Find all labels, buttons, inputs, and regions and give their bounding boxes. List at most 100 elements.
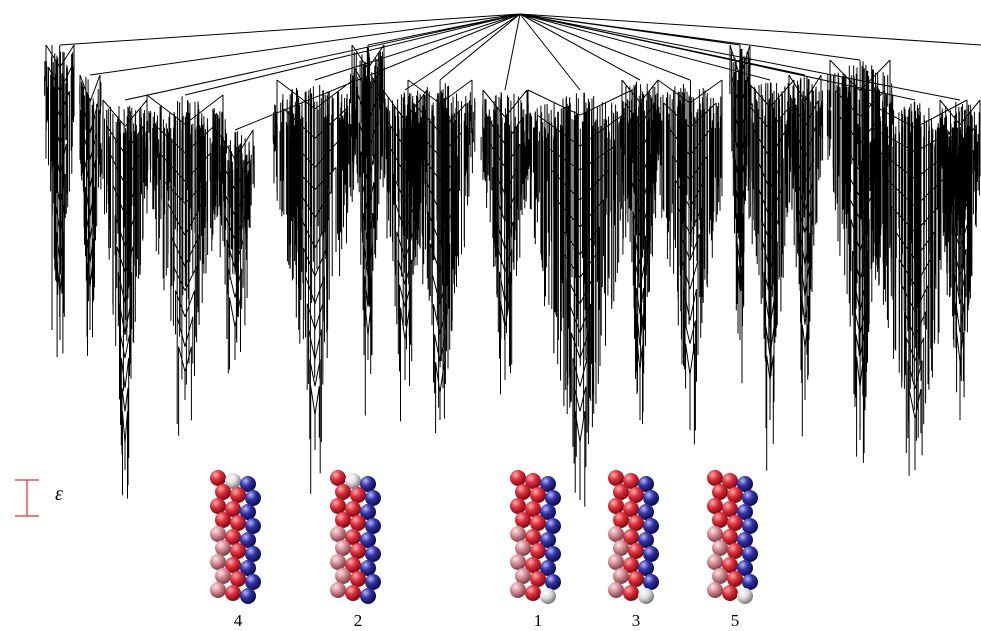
structure-label: 4 bbox=[234, 611, 243, 630]
structure: 3 bbox=[608, 470, 659, 630]
atom bbox=[643, 574, 659, 590]
atom bbox=[707, 526, 723, 542]
atom bbox=[712, 540, 728, 556]
structure: 4 bbox=[210, 470, 261, 630]
atom bbox=[540, 588, 556, 604]
atom bbox=[525, 585, 541, 601]
scale-label: ε bbox=[55, 483, 63, 505]
atom bbox=[240, 588, 256, 604]
atom bbox=[530, 487, 546, 503]
structures: 4 2 1 3 5 bbox=[210, 470, 758, 630]
atom bbox=[215, 540, 231, 556]
atom bbox=[742, 574, 758, 590]
atom bbox=[707, 470, 723, 486]
atom bbox=[623, 585, 639, 601]
atom bbox=[737, 588, 753, 604]
atom bbox=[230, 571, 246, 587]
atom bbox=[365, 518, 381, 534]
atom bbox=[515, 540, 531, 556]
atom bbox=[345, 585, 361, 601]
structure: 1 bbox=[510, 470, 561, 630]
atom bbox=[727, 571, 743, 587]
figure: ε 4 2 1 3 5 bbox=[0, 0, 981, 631]
structure-label: 5 bbox=[731, 611, 740, 630]
atom bbox=[545, 518, 561, 534]
atom bbox=[545, 546, 561, 562]
atom bbox=[707, 498, 723, 514]
atom bbox=[230, 487, 246, 503]
atom bbox=[335, 540, 351, 556]
atom bbox=[330, 526, 346, 542]
atom bbox=[350, 543, 366, 559]
atom bbox=[210, 582, 226, 598]
atom bbox=[335, 568, 351, 584]
atom bbox=[742, 490, 758, 506]
structure: 5 bbox=[707, 470, 758, 630]
atom bbox=[215, 512, 231, 528]
atom bbox=[360, 588, 376, 604]
atom bbox=[712, 568, 728, 584]
atom bbox=[515, 568, 531, 584]
atom bbox=[335, 512, 351, 528]
atom bbox=[628, 515, 644, 531]
disconnectivity-tree bbox=[45, 14, 981, 507]
structure-label: 2 bbox=[354, 611, 363, 630]
atom bbox=[210, 498, 226, 514]
atom bbox=[613, 512, 629, 528]
atom bbox=[628, 571, 644, 587]
atom bbox=[365, 546, 381, 562]
structure-label: 3 bbox=[632, 611, 641, 630]
atom bbox=[628, 543, 644, 559]
atom bbox=[350, 487, 366, 503]
atom bbox=[628, 487, 644, 503]
atom bbox=[643, 518, 659, 534]
atom bbox=[510, 582, 526, 598]
atom bbox=[210, 526, 226, 542]
atom bbox=[210, 554, 226, 570]
atom bbox=[742, 518, 758, 534]
atom bbox=[230, 543, 246, 559]
atom bbox=[510, 470, 526, 486]
atom bbox=[608, 470, 624, 486]
atom bbox=[515, 512, 531, 528]
atom bbox=[545, 490, 561, 506]
atom bbox=[727, 487, 743, 503]
atom bbox=[608, 498, 624, 514]
atom bbox=[245, 490, 261, 506]
atom bbox=[230, 515, 246, 531]
atom bbox=[510, 554, 526, 570]
structure: 2 bbox=[330, 470, 381, 630]
atom bbox=[330, 582, 346, 598]
atom bbox=[335, 484, 351, 500]
atom bbox=[350, 515, 366, 531]
atom bbox=[712, 512, 728, 528]
scale-bar bbox=[15, 480, 39, 516]
atom bbox=[245, 546, 261, 562]
atom bbox=[643, 546, 659, 562]
structure-label: 1 bbox=[534, 611, 543, 630]
atom bbox=[210, 470, 226, 486]
atom bbox=[727, 543, 743, 559]
atom bbox=[330, 498, 346, 514]
atom bbox=[712, 484, 728, 500]
atom bbox=[742, 546, 758, 562]
atom bbox=[707, 582, 723, 598]
atom bbox=[510, 498, 526, 514]
atom bbox=[215, 568, 231, 584]
atom bbox=[365, 574, 381, 590]
atom bbox=[608, 582, 624, 598]
atom bbox=[245, 518, 261, 534]
atom bbox=[613, 568, 629, 584]
atom bbox=[530, 543, 546, 559]
atom bbox=[530, 571, 546, 587]
atom bbox=[530, 515, 546, 531]
atom bbox=[515, 484, 531, 500]
atom bbox=[722, 585, 738, 601]
atom bbox=[245, 574, 261, 590]
atom bbox=[545, 574, 561, 590]
atom bbox=[643, 490, 659, 506]
atom bbox=[608, 526, 624, 542]
atom bbox=[365, 490, 381, 506]
atom bbox=[613, 540, 629, 556]
atom bbox=[330, 554, 346, 570]
